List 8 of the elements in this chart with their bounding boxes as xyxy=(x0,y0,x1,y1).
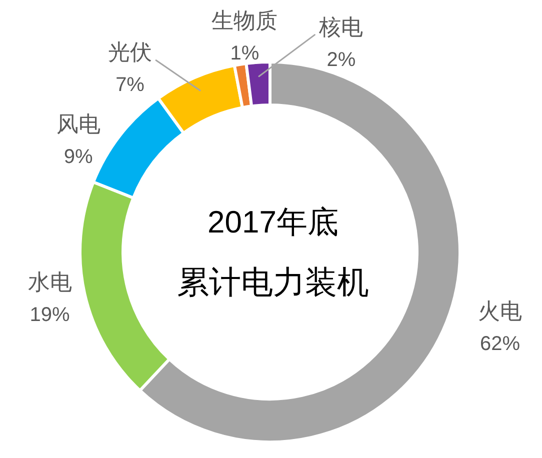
data-label: 火电 62% xyxy=(478,298,522,356)
data-label: 核电 2% xyxy=(319,14,364,71)
data-label: 风电 9% xyxy=(56,112,100,168)
data-label: 生物质 1% xyxy=(212,8,278,64)
data-label: 水电 19% xyxy=(28,270,72,326)
data-label: 光伏 7% xyxy=(108,40,152,96)
subtitle: 累计电力装机 xyxy=(177,264,369,300)
title: 2017年底 xyxy=(208,204,338,240)
